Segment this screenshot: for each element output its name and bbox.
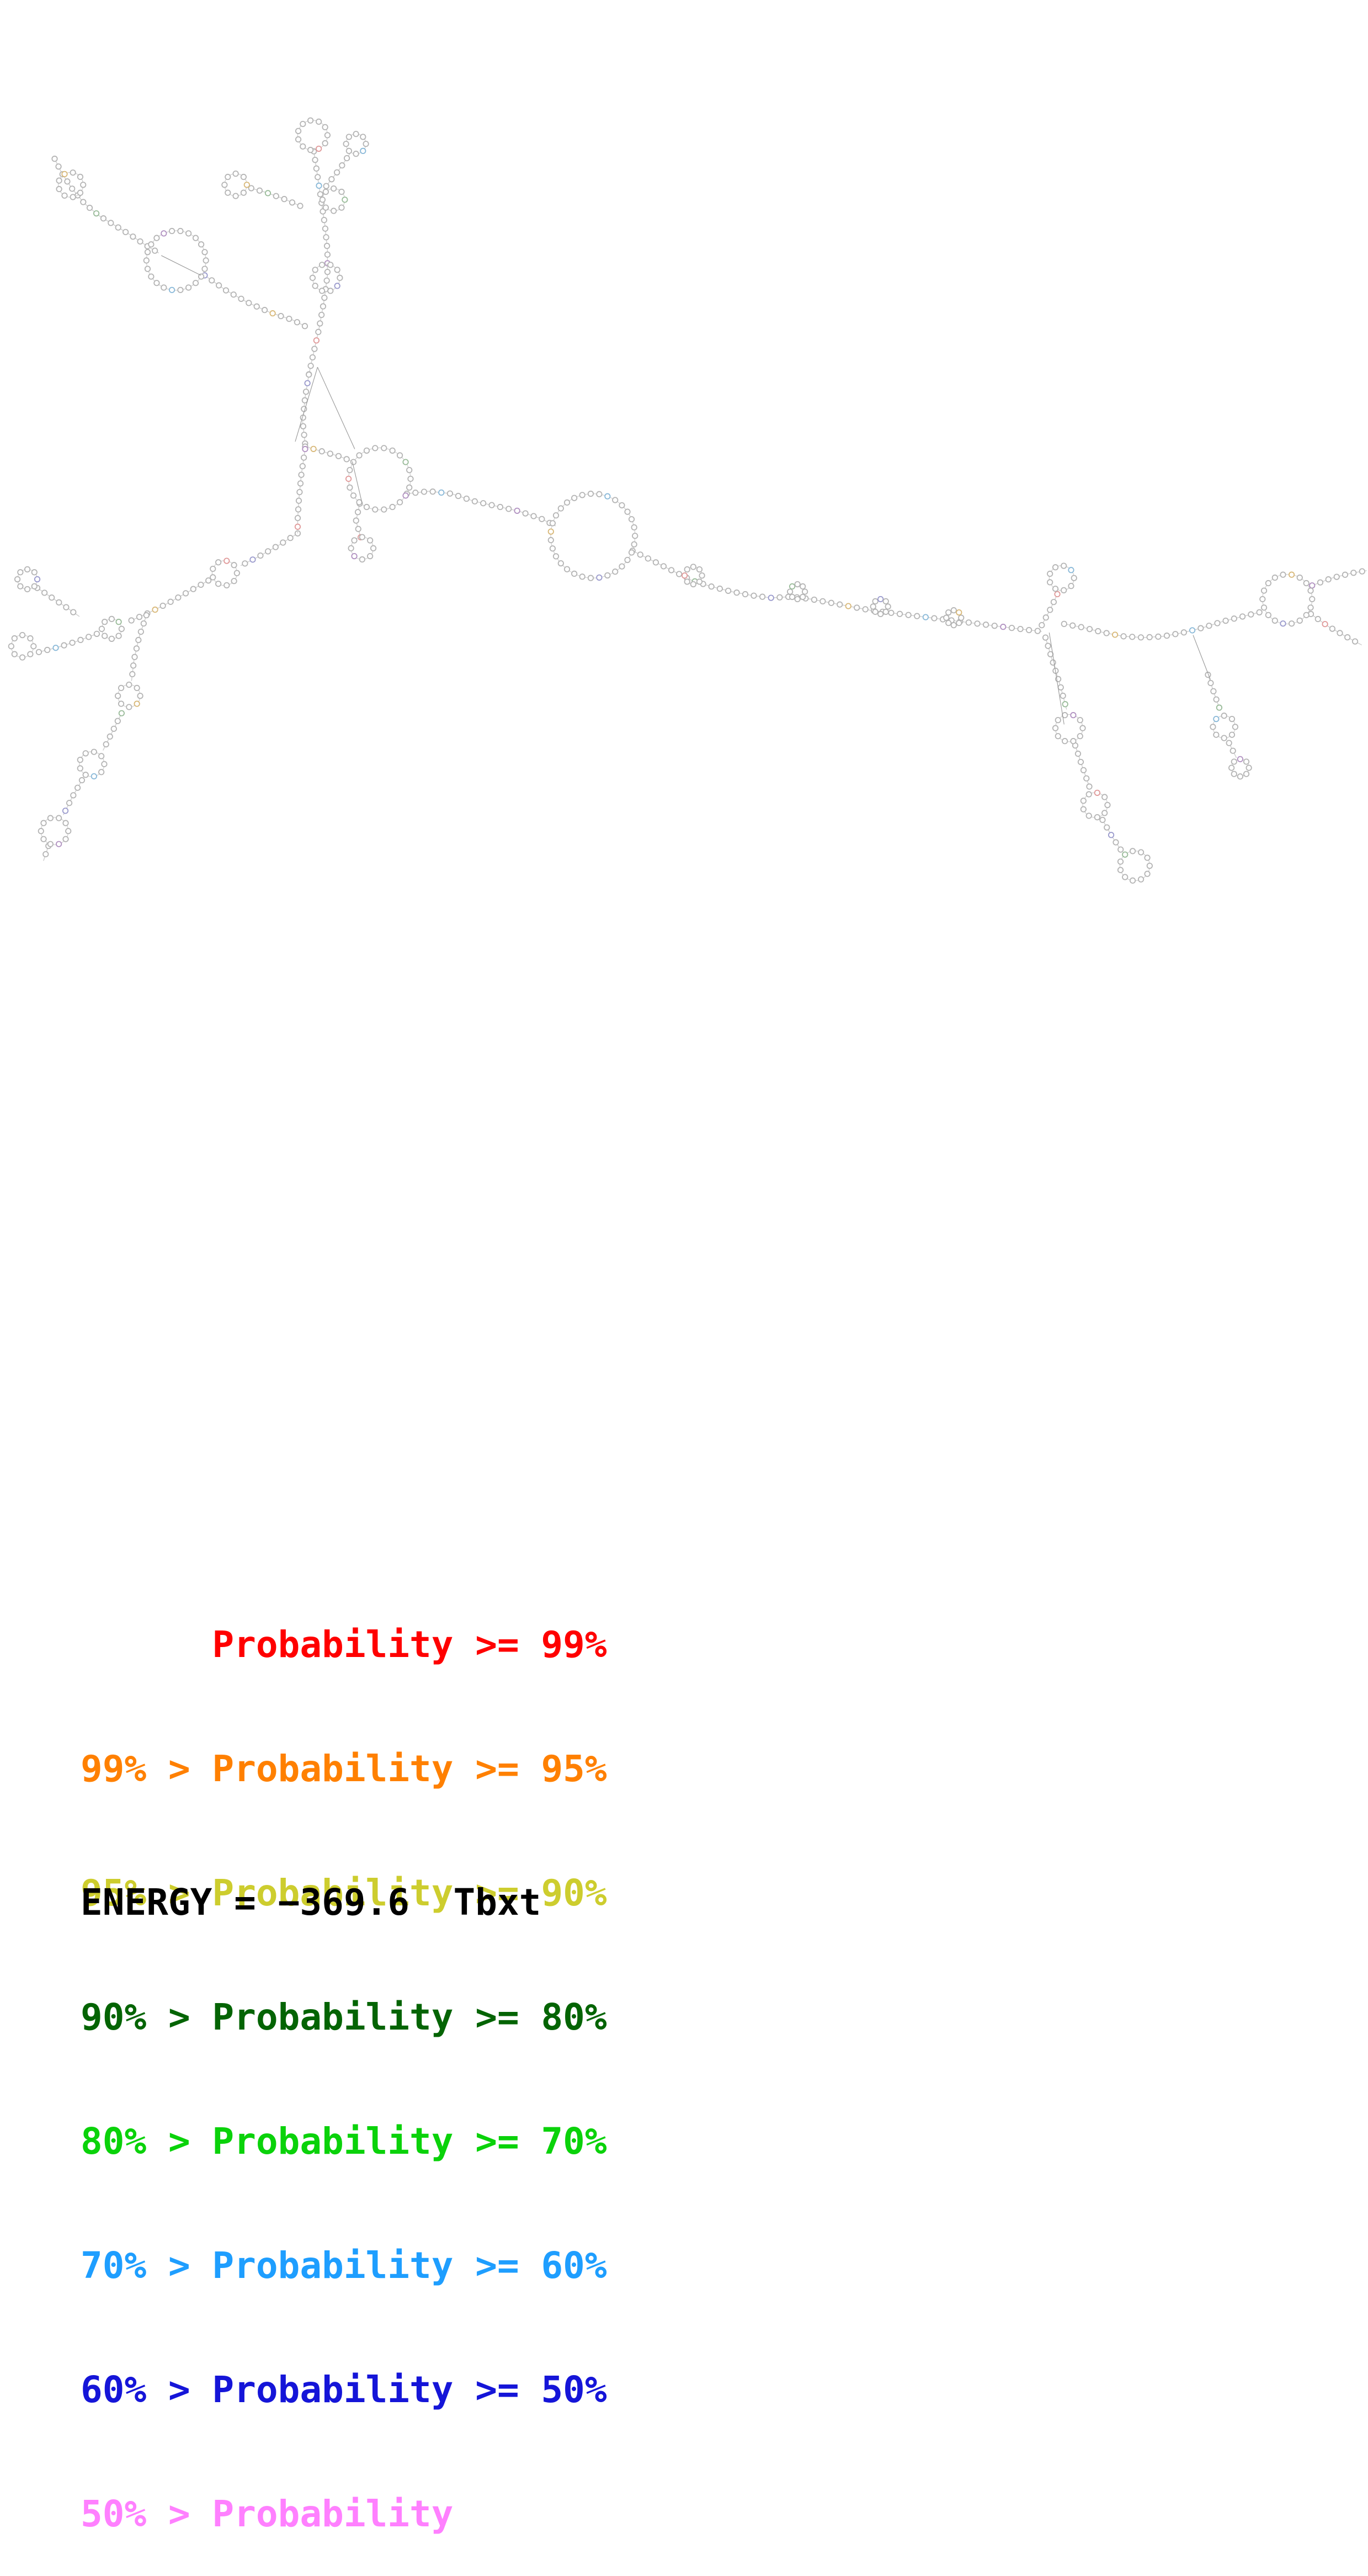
probability-legend: Probability >= 99% 99% > Probability >= … — [81, 1541, 607, 2576]
legend-entry-prob-ge-99: Probability >= 99% — [212, 1623, 607, 1666]
legend-entry-prob-70-80: 80% > Probability >= 70% — [81, 2120, 607, 2163]
legend-entry-prob-60-70: 70% > Probability >= 60% — [81, 2244, 607, 2287]
legend-entry-prob-80-90: 90% > Probability >= 80% — [81, 1996, 607, 2038]
legend-entry-prob-90-95: 95% > Probability >= 90% — [81, 1872, 607, 1914]
legend-entry-prob-50-60: 60% > Probability >= 50% — [81, 2368, 607, 2411]
legend-entry-prob-lt-50: 50% > Probability — [81, 2493, 454, 2535]
energy-label: ENERGY = −369.6 Tbxt — [81, 1881, 541, 1924]
legend-entry-prob-95-99: 99% > Probability >= 95% — [81, 1748, 607, 1790]
